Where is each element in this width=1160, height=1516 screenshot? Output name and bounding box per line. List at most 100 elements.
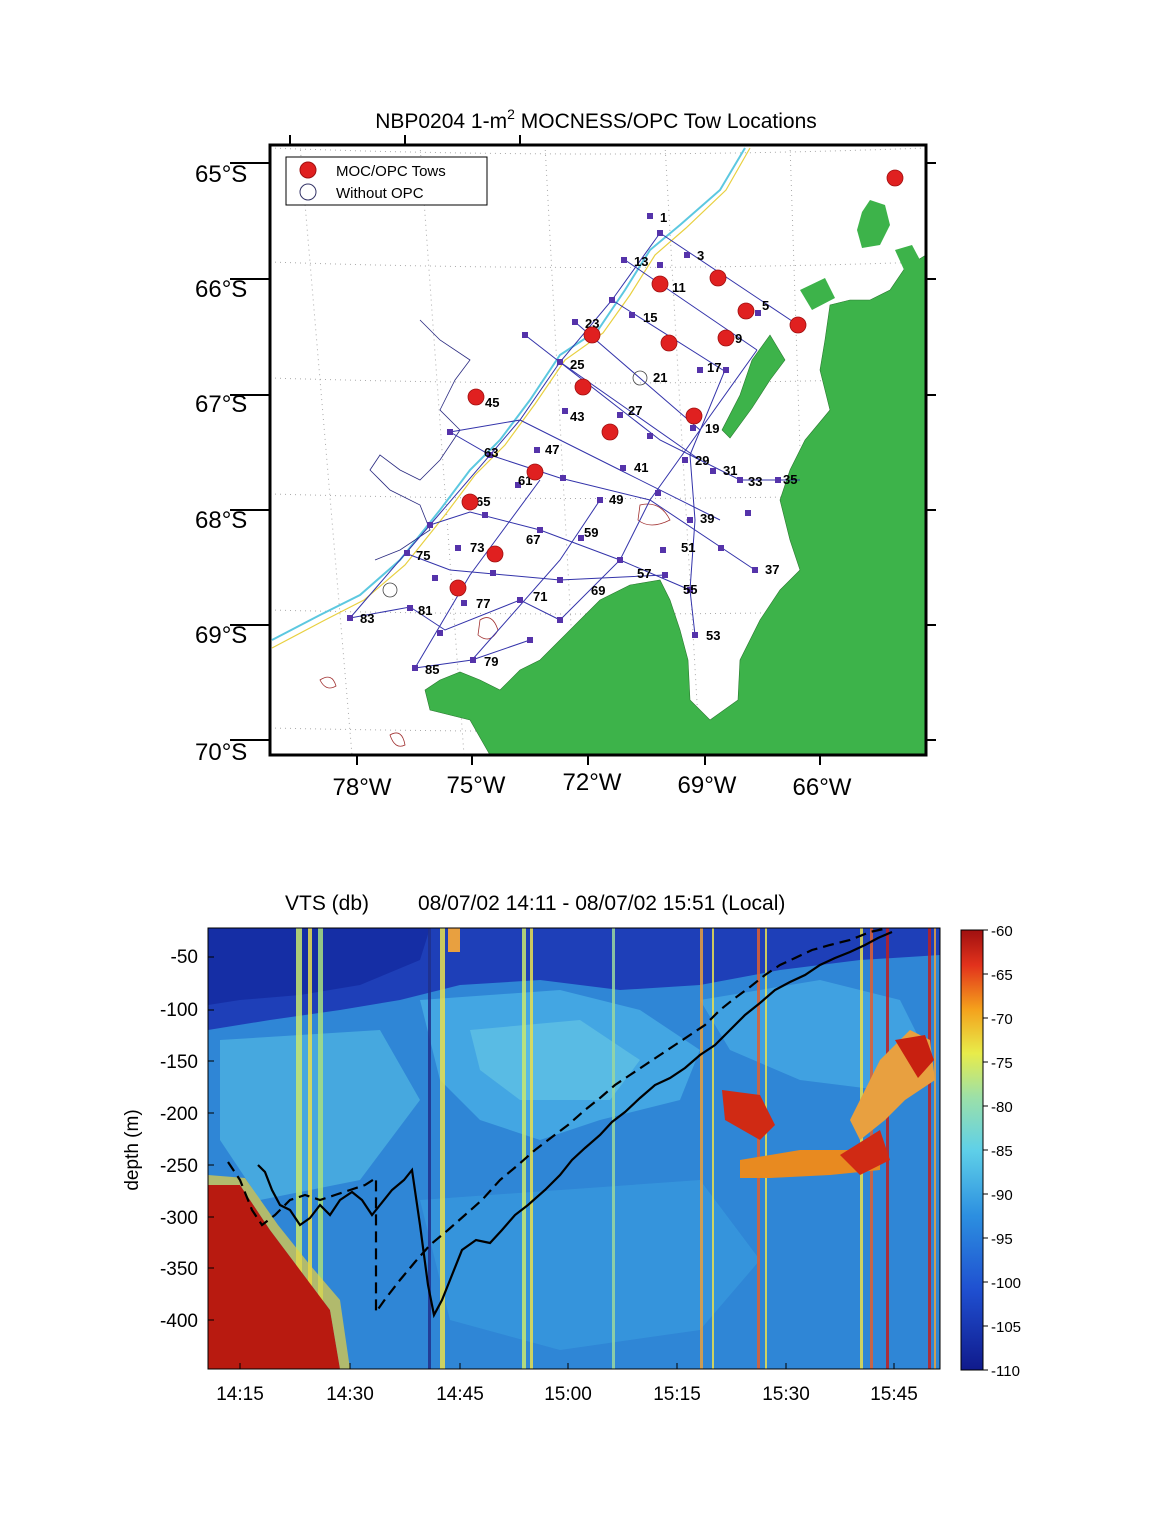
station-label: 49 [609, 492, 623, 507]
land-island-mid [800, 278, 835, 310]
colorbar-label: -100 [991, 1275, 1021, 1292]
coast-contour-dark [369, 319, 471, 561]
land-peninsula [721, 334, 786, 439]
colorbar-label: -75 [991, 1055, 1013, 1072]
colorbar-ticks [983, 929, 988, 1371]
colorbar-label: -90 [991, 1187, 1013, 1204]
station-label: 73 [470, 540, 484, 555]
echogram-y-ticks [208, 956, 214, 1321]
lon-label: 75°W [447, 772, 506, 799]
land-mass [424, 254, 926, 755]
echogram-ylabel: depth (m) [122, 1109, 143, 1190]
station-label: 83 [360, 611, 374, 626]
lon-label: 66°W [793, 774, 852, 801]
station-label: 5 [762, 298, 769, 313]
echogram-streaks [296, 928, 936, 1369]
lat-label: 69°S [195, 622, 247, 649]
station-label: 77 [476, 596, 490, 611]
station-label: 35 [783, 472, 797, 487]
x-tick-label: 14:30 [326, 1384, 374, 1405]
colorbar [960, 929, 984, 1371]
map-legend: MOC/OPC Tows Without OPC [285, 156, 488, 206]
station-label: 69 [591, 583, 605, 598]
lon-label: 69°W [678, 772, 737, 799]
x-tick-label: 15:45 [870, 1384, 918, 1405]
station-label: 17 [707, 360, 721, 375]
y-tick-label: -100 [160, 1000, 198, 1021]
station-label: 79 [484, 654, 498, 669]
station-label: 71 [533, 589, 547, 604]
map-frame-ticks [230, 135, 936, 765]
station-label: 85 [425, 662, 439, 677]
station-label: 57 [637, 566, 651, 581]
station-label: 75 [416, 548, 430, 563]
colorbar-label: -65 [991, 967, 1013, 984]
scattering-layer-right [722, 1090, 775, 1140]
tow-track-dashed [227, 926, 889, 1316]
lat-label: 66°S [195, 276, 247, 303]
shelf-contour-yellow [271, 147, 751, 649]
land-island-ne2 [895, 245, 920, 272]
station-label: 81 [418, 603, 432, 618]
lon-label: 72°W [563, 769, 622, 796]
lat-label: 68°S [195, 507, 247, 534]
y-tick-label: -350 [160, 1259, 198, 1280]
no-opc-markers [382, 370, 648, 598]
echogram-title-time: 08/07/02 14:11 - 08/07/02 15:51 (Local) [418, 892, 785, 915]
station-label: 11 [672, 280, 686, 295]
y-tick-label: -150 [160, 1052, 198, 1073]
station-label: 19 [705, 421, 719, 436]
legend-without-label: Without OPC [336, 185, 424, 202]
echogram-title-var: VTS (db) [285, 892, 369, 915]
station-label: 43 [570, 409, 584, 424]
station-label: 65 [476, 494, 490, 509]
contour-red-1 [477, 617, 499, 640]
station-label: 63 [484, 445, 498, 460]
station-label: 47 [545, 442, 559, 457]
y-tick-label: -50 [171, 947, 198, 968]
colorbar-label: -80 [991, 1099, 1013, 1116]
echogram-y-labels: -50 -100 -150 -200 -250 -300 -350 -400 [160, 947, 198, 1332]
y-tick-label: -300 [160, 1208, 198, 1229]
x-tick-label: 14:45 [436, 1384, 484, 1405]
station-label: 3 [697, 248, 704, 263]
colorbar-label: -85 [991, 1143, 1013, 1160]
station-label: 29 [695, 453, 709, 468]
x-tick-label: 15:15 [653, 1384, 701, 1405]
echogram-frame [207, 927, 941, 1370]
station-label: 1 [660, 210, 667, 225]
station-label: 55 [683, 582, 697, 597]
station-label: 53 [706, 628, 720, 643]
colorbar-labels: -60 -65 -70 -75 -80 -85 -90 -95 -100 -10… [991, 923, 1021, 1380]
land-island-ne [857, 200, 890, 248]
tow-legend-marker [299, 161, 317, 179]
colorbar-label: -95 [991, 1231, 1013, 1248]
tow-track-solid [257, 930, 893, 1319]
station-label: 15 [643, 310, 657, 325]
station-label: 37 [765, 562, 779, 577]
station-label: 31 [723, 463, 737, 478]
echogram-panel: VTS (db) 08/07/02 14:11 - 08/07/02 15:51… [122, 892, 1021, 1405]
map-frame [268, 143, 928, 757]
without-legend-marker [299, 183, 317, 201]
contour-red-4 [389, 732, 406, 747]
lat-labels: 65°S 66°S 67°S 68°S 69°S 70°S [195, 161, 247, 766]
station-label: 39 [700, 511, 714, 526]
colorbar-label: -105 [991, 1319, 1021, 1336]
station-label: 41 [634, 460, 648, 475]
x-tick-label: 15:30 [762, 1384, 810, 1405]
station-label: 13 [634, 254, 648, 269]
shelf-contour-cyan [271, 147, 746, 641]
lat-label: 70°S [195, 739, 247, 766]
map-title: NBP0204 1-m2 MOCNESS/OPC Tow Locations [375, 106, 817, 133]
contour-red-2 [637, 503, 671, 526]
station-label: 45 [485, 395, 499, 410]
x-tick-label: 14:15 [216, 1384, 264, 1405]
echogram-x-labels: 14:15 14:30 14:45 15:00 15:15 15:30 15:4… [216, 1384, 918, 1405]
lat-label: 67°S [195, 391, 247, 418]
x-tick-label: 15:00 [544, 1384, 592, 1405]
echogram-x-ticks [239, 1363, 895, 1369]
y-tick-label: -200 [160, 1104, 198, 1125]
station-label: 59 [584, 525, 598, 540]
lon-label: 78°W [333, 774, 392, 801]
